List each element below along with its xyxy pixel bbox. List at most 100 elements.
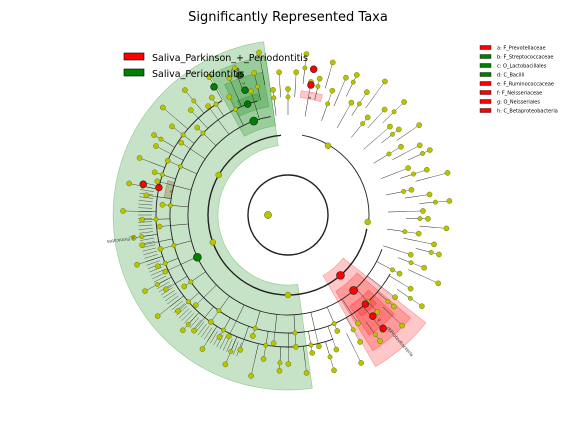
taxon-node [405,165,411,171]
sector-o-lactobacillales [224,71,270,117]
taxon-node [285,94,291,100]
taxon-node [130,234,137,241]
tree-leaf-tick [143,250,157,256]
taxon-node [293,69,299,76]
taxon-node [285,361,292,367]
taxon-node [200,130,206,136]
tree-leaf-tick [176,305,188,316]
taxon-node [151,132,157,138]
tree-branch [321,103,328,121]
tree-branch [365,321,376,335]
tree-branch [198,117,208,129]
tree-branch [382,111,395,124]
taxon-node [191,327,197,334]
tree-leaf-tick [233,341,239,355]
tree-branch [190,148,206,160]
taxon-node [308,342,314,348]
taxa-swatch-f [479,90,492,95]
taxon-node [263,342,269,348]
taxon-node [222,361,229,368]
tree-branch [243,326,249,340]
taxon-node [175,308,181,314]
figure-title: Significantly Represented Taxa [188,10,388,25]
node-g-ruminococcaceae [139,180,147,188]
legend-swatch-periodontitis [123,68,145,77]
taxon-node [408,187,415,193]
tree-branch [160,138,175,148]
tree-leaf-tick [198,323,207,336]
taxon-node [436,251,442,258]
taxon-node [251,70,258,76]
tree-leaf-branch [162,107,176,119]
taxon-node [329,59,336,66]
taxon-node [315,84,321,89]
tree-leaf-tick [157,281,170,289]
tree-leaf-tick [140,189,155,193]
node-g-neisseria [379,324,387,333]
taxon-node [277,360,283,366]
tree-branch [385,191,404,196]
tree-arc [155,100,334,348]
cladogram-nodes [120,49,453,379]
taxon-node [134,261,140,268]
taxon-node [343,74,349,81]
tree-leaf-branch [165,264,181,272]
taxon-node [408,260,414,266]
sector-label-c-betaproteobacteria: h [387,328,393,334]
tree-leaf-tick [138,224,153,227]
taxon-node [153,216,159,222]
taxa-label-c: c: O_Lactobacillales [497,64,547,70]
tree-branch [173,240,192,246]
taxa-label-h: h: C_Betaproteobacteria [497,109,558,115]
taxon-node [391,109,397,115]
taxon-node [250,333,256,339]
tree-leaf-tick [165,292,177,302]
tree-branch [302,67,306,84]
tree-leaf-tick [169,298,181,308]
taxon-node [270,87,276,93]
tree-leaf-branch [258,52,263,70]
tree-branch [303,346,306,363]
taxon-node [185,321,191,327]
taxon-node [427,147,433,153]
sector-f-prevotellaceae [300,90,323,102]
root-node [264,211,272,219]
taxon-node [396,270,403,277]
tree-branch [293,314,296,333]
taxon-node [425,216,431,222]
taxon-node [396,126,402,133]
tree-leaf-tick [150,269,164,276]
taxon-node [435,280,442,287]
group-legend: Saliva_Parkinson_+_Periodontitis Saliva_… [123,52,308,80]
taxon-node [139,216,145,223]
tree-branch [175,118,189,130]
taxon-node [120,208,126,214]
node-o-neisseriales [361,300,370,308]
taxon-node [374,309,381,315]
taxon-node [180,132,186,138]
node-f-ruminococcaceae [155,183,163,192]
tree-leaf-branch [157,305,172,317]
tree-leaf-branch [142,241,159,246]
taxa-legend: a: F_Prevotellaceae b: F_Streptococcacea… [479,45,558,115]
tree-leaf-branch [155,145,172,155]
taxon-node [360,121,366,127]
taxon-node [331,367,337,374]
taxon-node [399,322,406,329]
taxon-node [276,367,283,374]
taxon-node [285,86,291,92]
node-o-lactobacillales [243,100,252,108]
tree-branch [218,295,230,311]
taxon-node [443,225,450,232]
tree-leaf-tick [139,231,154,234]
taxon-node [225,333,232,340]
taxon-node [194,124,201,131]
taxon-node [433,199,438,205]
taxon-node [151,169,158,176]
tree-leaf-branch [229,77,237,94]
taxon-node [327,354,333,360]
tree-leaf-tick [146,260,160,266]
taxa-swatch-e [479,81,492,86]
taxon-node [421,264,427,271]
tree-branch [351,123,363,138]
